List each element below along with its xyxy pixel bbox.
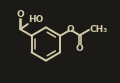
Text: O: O bbox=[76, 44, 84, 53]
Text: HO: HO bbox=[28, 15, 43, 24]
Text: O: O bbox=[16, 10, 24, 19]
Text: CH₃: CH₃ bbox=[89, 25, 108, 34]
Text: O: O bbox=[66, 25, 74, 34]
